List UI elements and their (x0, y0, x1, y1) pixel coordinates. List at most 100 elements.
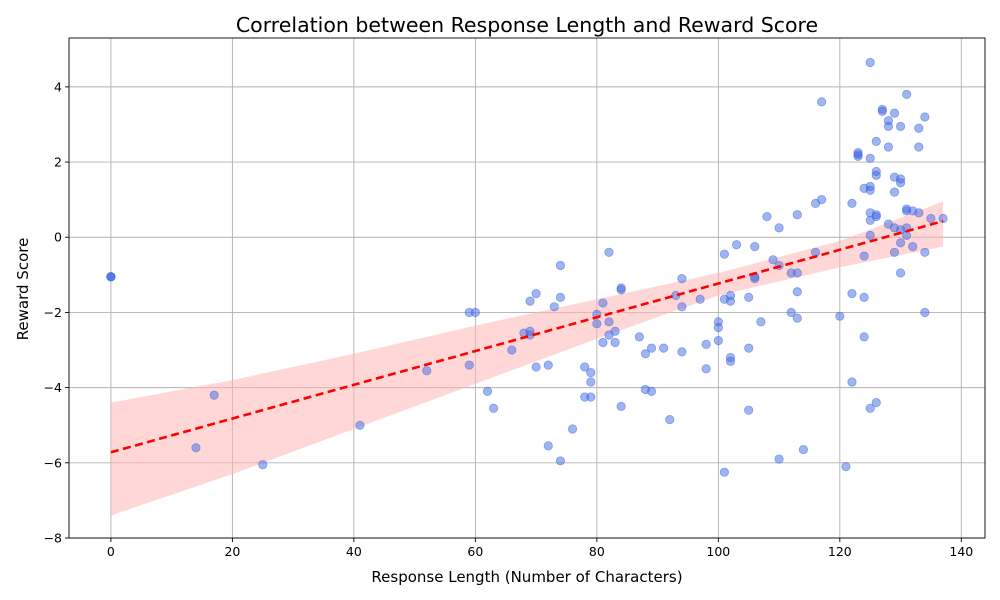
chart-title: Correlation between Response Length and … (236, 13, 818, 37)
data-point (847, 289, 857, 299)
plot-frame (68, 37, 986, 539)
y-tick-label: 4 (54, 79, 62, 94)
data-point (914, 208, 924, 218)
data-point (549, 302, 559, 312)
data-point (798, 445, 808, 455)
x-tick-label: 140 (949, 544, 973, 559)
data-point (531, 362, 541, 372)
data-point (895, 121, 906, 131)
confidence-band (110, 201, 944, 516)
data-point (908, 242, 918, 252)
x-tick-label: 40 (346, 544, 362, 559)
data-point (604, 317, 614, 327)
data-point (871, 170, 881, 180)
data-point (731, 240, 742, 250)
data-point (725, 356, 736, 366)
data-point (865, 185, 875, 195)
data-point (610, 326, 620, 336)
data-point (701, 364, 711, 374)
x-axis-label: Response Length (Number of Characters) (371, 568, 682, 586)
data-point (883, 121, 894, 131)
data-point (719, 249, 730, 259)
data-point (750, 242, 760, 252)
confidence-band-layer (110, 201, 944, 516)
y-tick-label: −6 (44, 455, 62, 470)
data-point (871, 136, 881, 146)
data-point (191, 443, 201, 453)
x-tick-label: 100 (706, 544, 730, 559)
data-point (920, 307, 930, 318)
y-tick-label: −8 (44, 531, 62, 546)
x-tick-label: 60 (467, 544, 483, 559)
data-point (926, 213, 936, 224)
data-point (744, 343, 754, 353)
data-point (470, 307, 480, 318)
trend-line-layer (110, 219, 944, 454)
data-point (786, 307, 796, 318)
y-tick-label: −2 (44, 305, 62, 320)
trend-line (110, 219, 944, 454)
data-point (525, 296, 535, 306)
data-point (422, 366, 432, 376)
data-point (853, 151, 863, 162)
data-point (889, 187, 900, 197)
data-point (816, 195, 827, 205)
data-point (555, 260, 566, 271)
data-point (895, 238, 906, 248)
data-point (847, 198, 857, 209)
data-point (464, 360, 474, 370)
data-point (859, 332, 869, 342)
data-point (616, 285, 626, 295)
data-point (586, 392, 596, 402)
data-point (871, 211, 881, 222)
data-point (616, 401, 626, 412)
data-point (744, 405, 754, 415)
data-point (859, 251, 869, 261)
data-point (768, 255, 778, 265)
data-point (914, 142, 924, 152)
data-point (543, 441, 553, 451)
data-point (895, 178, 906, 188)
axes: 0 20 40 60 80 100 120 140 −8 −6 −4 −2 0 2 4 (44, 37, 986, 559)
data-point (592, 319, 602, 329)
data-point (488, 403, 499, 413)
data-point (640, 349, 651, 359)
data-point (555, 292, 566, 302)
data-point (889, 108, 900, 118)
data-point (865, 153, 875, 163)
y-tick-label: 2 (54, 155, 62, 170)
data-point (883, 142, 894, 152)
y-tick-label: 0 (54, 230, 62, 245)
data-point (938, 213, 948, 224)
data-point (744, 292, 754, 302)
data-point (713, 322, 723, 333)
data-point (482, 386, 493, 396)
data-point (859, 292, 869, 302)
data-point (555, 456, 566, 466)
data-point (604, 247, 614, 257)
data-point (920, 247, 930, 257)
data-point (507, 345, 517, 355)
data-point (841, 461, 851, 472)
data-point (877, 106, 887, 116)
data-point (756, 317, 766, 327)
data-point (713, 336, 723, 346)
x-tick-label: 80 (589, 544, 605, 559)
data-point (106, 272, 116, 282)
data-point (847, 377, 857, 387)
data-point (695, 294, 705, 304)
data-point (646, 386, 657, 396)
data-point (914, 123, 924, 133)
data-point (701, 339, 711, 349)
data-point (567, 424, 578, 434)
x-tick-label: 120 (828, 544, 852, 559)
data-point (598, 337, 608, 348)
data-point (865, 403, 875, 413)
y-axis-label: Reward Score (14, 238, 32, 341)
data-point (531, 289, 541, 299)
data-point (871, 398, 881, 408)
data-point (586, 377, 596, 387)
data-point (865, 57, 875, 68)
data-point (677, 273, 687, 284)
